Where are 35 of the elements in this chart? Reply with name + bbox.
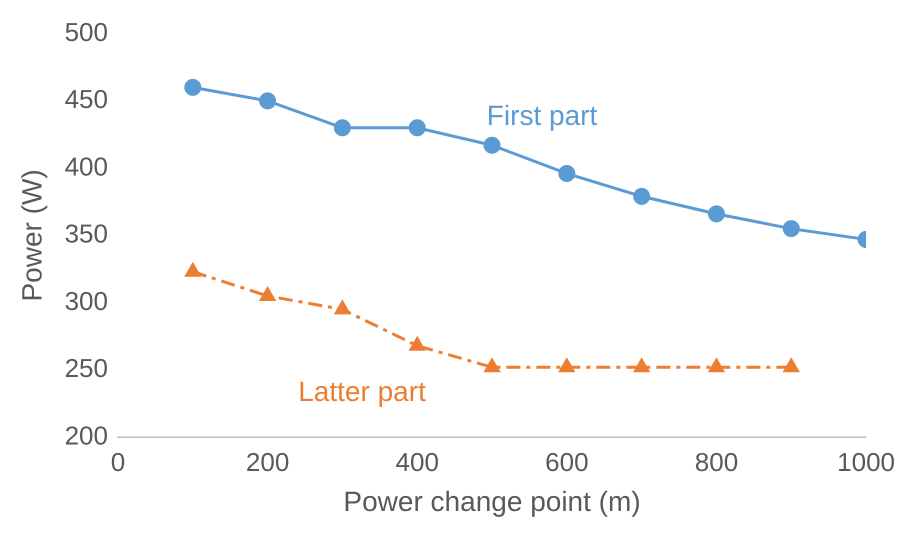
y-tick-label: 400	[64, 151, 108, 182]
point	[259, 92, 276, 110]
point	[410, 337, 425, 351]
point	[633, 188, 650, 205]
point	[782, 220, 800, 238]
point	[408, 119, 426, 136]
series-label: First part	[486, 100, 598, 131]
x-tick-label: 0	[110, 446, 126, 477]
y-tick-label: 300	[64, 286, 108, 316]
point	[484, 358, 500, 372]
y-tick-label: 200	[64, 420, 108, 450]
y-tick-label: 500	[64, 16, 108, 47]
x-axis-title: Power change point (m)	[343, 486, 641, 517]
point	[634, 358, 650, 372]
y-tick-label: 350	[64, 218, 108, 249]
point	[784, 358, 799, 372]
series-label: Latter part	[298, 376, 426, 407]
point	[334, 119, 351, 136]
x-tick-label: 400	[396, 446, 439, 477]
point	[484, 136, 501, 154]
point	[185, 263, 200, 277]
point	[708, 205, 725, 222]
x-tick-label: 600	[545, 446, 589, 477]
x-tick-label: 1000	[837, 446, 895, 477]
point	[559, 358, 574, 372]
x-tick-label: 800	[694, 446, 738, 477]
x-tick-label: 200	[246, 446, 290, 477]
y-axis-title: Power (W)	[16, 169, 48, 302]
point	[260, 287, 276, 301]
point	[708, 358, 724, 372]
point	[558, 165, 576, 182]
y-tick-label: 250	[64, 353, 108, 384]
point	[184, 78, 202, 96]
point	[334, 300, 350, 314]
y-tick-label: 450	[64, 84, 108, 114]
